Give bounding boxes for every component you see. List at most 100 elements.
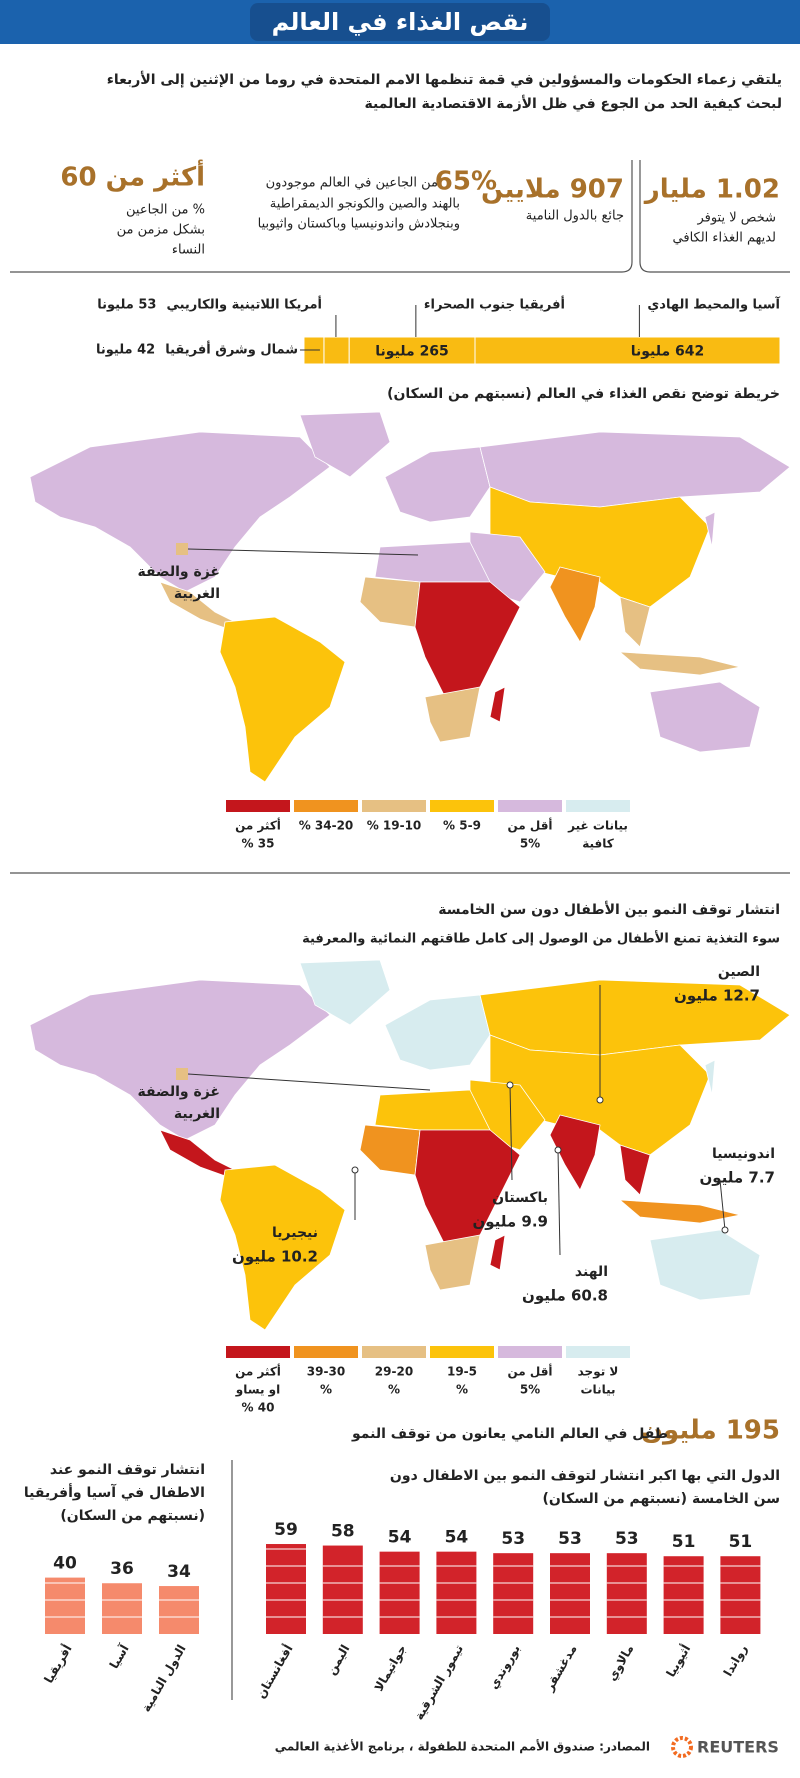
legend-label: بيانات xyxy=(581,1383,616,1397)
map-region xyxy=(704,1059,716,1096)
legend-swatch xyxy=(498,1346,562,1358)
stat-text: جائع بالدول النامية xyxy=(526,209,624,224)
map-region xyxy=(219,1164,346,1331)
intro-text: لبحث كيفية الحد من الجوع في ظل الأزمة ال… xyxy=(365,95,782,112)
legend-label: 5% xyxy=(520,837,540,851)
callout-value: 9.9 مليون xyxy=(472,1213,548,1231)
map-region xyxy=(549,566,601,643)
stats-frame xyxy=(639,160,790,273)
category-label: اليمن xyxy=(324,1642,352,1677)
callout-dot xyxy=(554,1146,562,1154)
legend-swatch xyxy=(362,1346,426,1358)
map-title: خريطة توضح نقص الغذاء في العالم (نسبتهم … xyxy=(387,386,780,402)
map-region xyxy=(359,576,421,628)
gaza-label: الغربية xyxy=(174,1106,220,1122)
gaza-label: الغربية xyxy=(174,586,220,602)
map xyxy=(29,959,791,1331)
stat-figure: أكثر من 60 xyxy=(60,160,205,193)
map-region xyxy=(29,431,331,593)
value-label: 40 xyxy=(53,1554,77,1574)
legend-label: % xyxy=(456,1383,468,1397)
bar xyxy=(663,1556,704,1634)
legend-label: 19-5 xyxy=(447,1365,477,1379)
legend-label: 5-9 % xyxy=(443,819,481,833)
stat-text: وبنجلادش واندونيسيا وباكستان واثيوبيا xyxy=(258,217,460,232)
map-region xyxy=(359,1124,421,1176)
callout-value: 12.7 مليون xyxy=(674,987,760,1005)
category-label: مالاوي xyxy=(605,1642,638,1684)
callout-value: 7.7 مليون xyxy=(699,1169,775,1187)
category-label: أفريقيا xyxy=(41,1642,75,1686)
leader-line xyxy=(187,548,419,556)
value-label: 51 xyxy=(729,1532,753,1552)
legend-label: 34-20 % xyxy=(299,819,354,833)
value-label: 54 xyxy=(388,1528,412,1548)
brand: REUTERS xyxy=(697,1738,779,1757)
bar-segment xyxy=(474,336,781,365)
callout-dot xyxy=(596,1096,604,1104)
legend-label: او يساو xyxy=(235,1383,280,1398)
chart-title: (نسبتهم من السكان) xyxy=(60,1508,205,1524)
value-label: 59 xyxy=(274,1520,298,1540)
value-label: 42 مليونا xyxy=(96,343,155,358)
map-region xyxy=(619,1144,651,1196)
map-region xyxy=(618,1199,741,1224)
map-title: انتشار توقف النمو بين الأطفال دون سن الخ… xyxy=(438,901,780,918)
intro-text: يلتقي زعماء الحكومات والمسؤولين في قمة ت… xyxy=(107,71,782,88)
value-label: 53 xyxy=(558,1529,582,1549)
legend-swatch xyxy=(498,800,562,812)
callout-dot xyxy=(506,1081,514,1089)
category-label: جواتيمالا xyxy=(372,1642,411,1694)
legend-label: 29-20 xyxy=(375,1365,413,1379)
stat-figure: 195 مليون xyxy=(641,1416,780,1446)
bar xyxy=(550,1553,590,1634)
leader-line xyxy=(187,1073,431,1091)
map-region xyxy=(159,1129,236,1178)
bar xyxy=(493,1553,534,1634)
map-region xyxy=(424,1234,481,1291)
legend-label: % xyxy=(320,1383,332,1397)
map-region xyxy=(549,1114,601,1191)
chart-title: الاطفال في آسيا وأفريقيا xyxy=(24,1483,205,1501)
legend-label: بيانات غير xyxy=(567,819,628,833)
bar xyxy=(102,1583,142,1634)
legend-label: 35 % xyxy=(242,837,275,851)
bar xyxy=(159,1586,199,1634)
map xyxy=(29,411,791,783)
map-region xyxy=(479,431,791,508)
source: المصادر: صندوق الأمم المتحدة للطفولة ، ب… xyxy=(275,1739,650,1755)
legend-label: أكثر من xyxy=(235,1364,281,1379)
category-label: آسيا والمحيط الهادي xyxy=(647,296,780,313)
bar xyxy=(606,1553,647,1634)
legend-swatch xyxy=(566,800,630,812)
map-region xyxy=(704,511,716,548)
map-region xyxy=(29,979,331,1141)
stat-text: النساء xyxy=(172,243,205,258)
bar xyxy=(45,1577,85,1634)
legend-swatch xyxy=(430,1346,494,1358)
value-label: 34 xyxy=(167,1562,191,1582)
value-label: 58 xyxy=(331,1522,355,1542)
value-label: 36 xyxy=(110,1559,134,1579)
legend-swatch xyxy=(226,800,290,812)
category-label: بوروندي xyxy=(486,1642,523,1692)
map-region xyxy=(374,541,491,583)
map-region xyxy=(414,581,521,698)
map-region xyxy=(649,1229,761,1301)
value-label: 642 مليونا xyxy=(631,344,705,360)
value-label: 53 xyxy=(615,1529,639,1549)
legend-label: أقل من xyxy=(507,1364,552,1379)
callout-value: 10.2 مليون xyxy=(232,1248,318,1266)
legend-swatch xyxy=(430,800,494,812)
map-region xyxy=(299,959,391,1026)
stat-text: لديهم الغذاء الكافي xyxy=(673,231,776,246)
chart-title: انتشار توقف النمو عند xyxy=(50,1462,205,1478)
map-region xyxy=(299,411,391,478)
map-region xyxy=(384,994,491,1071)
gaza-label: غزة والضفة xyxy=(137,1084,220,1100)
gaza-marker xyxy=(176,543,188,555)
map-subtitle: سوء التغذية تمنع الأطفال من الوصول إلى ك… xyxy=(302,930,780,947)
